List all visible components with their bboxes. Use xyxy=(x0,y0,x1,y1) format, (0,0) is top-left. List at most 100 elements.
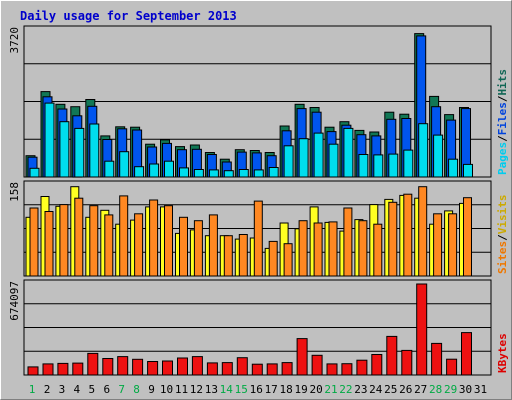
bar-pages-day-7 xyxy=(119,151,130,178)
bar-pages-day-15 xyxy=(238,169,249,178)
bar-pages-day-16 xyxy=(253,169,264,178)
bar-sites-day-2 xyxy=(44,211,54,277)
x-tick-label-day-19: 19 xyxy=(294,383,307,396)
bar-pages-day-18 xyxy=(283,145,294,178)
bar-sites-day-5 xyxy=(89,205,99,277)
x-tick-label-day-25: 25 xyxy=(384,383,397,396)
bar-sites-day-29 xyxy=(448,213,458,277)
bar-sites-day-11 xyxy=(179,216,188,277)
x-tick-label-day-9: 9 xyxy=(148,383,155,396)
bar-sites-day-18 xyxy=(283,243,293,277)
x-tick-label-day-31: 31 xyxy=(474,383,487,396)
bar-kbytes-day-5 xyxy=(87,352,99,376)
bar-sites-day-15 xyxy=(238,234,248,277)
bar-kbytes-day-12 xyxy=(191,356,203,376)
bar-kbytes-day-8 xyxy=(132,358,144,376)
x-tick-label-day-28: 28 xyxy=(429,383,442,396)
bar-kbytes-day-4 xyxy=(72,362,84,376)
bar-kbytes-day-15 xyxy=(236,357,248,376)
bar-sites-day-23 xyxy=(358,220,368,277)
bar-sites-day-25 xyxy=(388,201,398,277)
bar-pages-day-17 xyxy=(268,167,279,178)
bar-sites-day-7 xyxy=(119,195,129,277)
bar-kbytes-day-24 xyxy=(371,354,383,376)
bar-sites-day-12 xyxy=(193,220,203,277)
bar-kbytes-day-20 xyxy=(311,354,323,376)
legend-entry: KBytes xyxy=(496,333,509,373)
bar-pages-day-21 xyxy=(328,143,339,178)
bar-kbytes-day-18 xyxy=(281,362,293,376)
x-tick-label-day-8: 8 xyxy=(133,383,140,396)
panel-bottom: 674097 KBytes xyxy=(8,279,509,376)
bar-kbytes-day-29 xyxy=(446,358,458,376)
bar-pages-day-29 xyxy=(448,158,459,178)
bar-sites-day-3 xyxy=(59,204,69,277)
bar-kbytes-day-7 xyxy=(117,356,129,376)
bar-kbytes-day-22 xyxy=(341,363,353,376)
bar-pages-day-19 xyxy=(298,138,309,178)
bar-sites-day-21 xyxy=(328,221,338,277)
bar-pages-day-2 xyxy=(44,102,55,178)
x-tick-label-day-23: 23 xyxy=(354,383,367,396)
x-tick-label-day-18: 18 xyxy=(279,383,292,396)
bar-pages-day-1 xyxy=(29,167,40,178)
bar-pages-day-14 xyxy=(223,170,234,178)
x-tick-label-day-11: 11 xyxy=(175,383,188,396)
bar-pages-day-11 xyxy=(179,167,189,178)
bar-pages-day-8 xyxy=(134,166,145,178)
bar-kbytes-day-25 xyxy=(386,335,398,376)
bar-kbytes-day-14 xyxy=(221,362,233,376)
bar-kbytes-day-9 xyxy=(147,361,159,376)
bar-pages-day-9 xyxy=(149,163,160,178)
x-tick-label-day-2: 2 xyxy=(44,383,51,396)
x-tick-label-day-17: 17 xyxy=(265,383,278,396)
panel-bottom-legend: KBytes xyxy=(496,333,509,373)
bar-sites-day-6 xyxy=(104,214,114,277)
x-tick-label-day-27: 27 xyxy=(414,383,427,396)
x-tick-label-day-1: 1 xyxy=(29,383,36,396)
bar-pages-day-27 xyxy=(418,123,429,178)
bar-pages-day-28 xyxy=(433,134,444,178)
bar-kbytes-day-30 xyxy=(461,332,472,376)
legend-entry: Pages xyxy=(496,142,509,175)
bar-pages-day-26 xyxy=(403,149,414,178)
bar-pages-day-5 xyxy=(89,123,100,178)
bar-kbytes-day-26 xyxy=(401,349,413,376)
bar-sites-day-22 xyxy=(343,207,353,277)
bar-kbytes-day-3 xyxy=(57,362,69,376)
bar-sites-day-28 xyxy=(433,213,443,277)
bar-kbytes-day-11 xyxy=(177,357,188,376)
bar-sites-day-30 xyxy=(463,197,472,277)
bar-pages-day-12 xyxy=(193,169,204,178)
bar-kbytes-day-1 xyxy=(27,366,39,376)
bar-kbytes-day-10 xyxy=(162,360,173,376)
panel-top-max-label: 3720 xyxy=(8,27,21,54)
bar-sites-day-10 xyxy=(164,205,173,277)
x-tick-label-day-26: 26 xyxy=(399,383,412,396)
bar-pages-day-6 xyxy=(104,160,115,178)
legend-entry: Visits xyxy=(496,195,509,235)
chart-panels: 3720Pages/Files/Hits158Sites/Visits67409… xyxy=(8,25,509,376)
bar-kbytes-day-23 xyxy=(356,359,368,376)
bar-kbytes-day-2 xyxy=(42,363,54,376)
bar-pages-day-4 xyxy=(74,127,85,178)
legend-entry: / xyxy=(496,234,509,241)
x-tick-label-day-13: 13 xyxy=(205,383,218,396)
x-tick-label-day-22: 22 xyxy=(339,383,352,396)
legend-entry: / xyxy=(496,95,509,102)
x-tick-label-day-20: 20 xyxy=(309,383,322,396)
chart-title: Daily usage for September 2013 xyxy=(20,9,237,23)
bar-pages-day-10 xyxy=(164,160,174,178)
panel-middle-max-label: 158 xyxy=(8,182,21,202)
bar-kbytes-day-16 xyxy=(251,363,263,376)
legend-entry: Sites xyxy=(496,241,509,274)
bar-pages-day-3 xyxy=(59,121,70,178)
bar-pages-day-24 xyxy=(373,154,384,178)
panel-middle-legend: Sites/Visits xyxy=(496,195,509,275)
x-tick-label-day-21: 21 xyxy=(324,383,337,396)
bar-kbytes-day-28 xyxy=(431,342,443,376)
bar-sites-day-4 xyxy=(74,197,84,277)
